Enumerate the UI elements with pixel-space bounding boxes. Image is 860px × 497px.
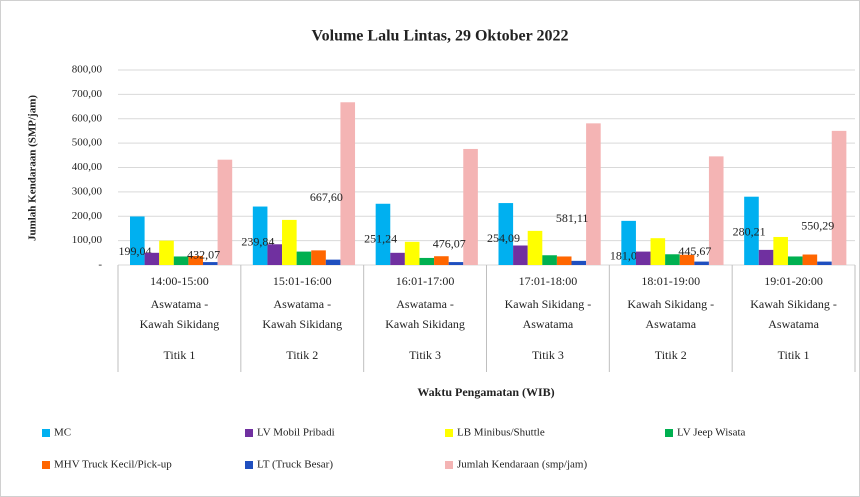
data-label: 476,07 <box>433 237 466 251</box>
x-point-label: Titik 2 <box>286 348 318 362</box>
bar <box>217 159 233 265</box>
legend-swatch <box>445 461 453 469</box>
bar <box>311 250 326 265</box>
data-label: 181,06 <box>610 249 643 263</box>
bar <box>571 260 587 265</box>
bar <box>498 203 514 265</box>
bar <box>173 256 189 265</box>
bar <box>650 238 666 265</box>
bar <box>130 216 145 265</box>
x-tick-label: 14:00-15:00 <box>150 274 209 288</box>
data-label: 251,24 <box>364 232 397 246</box>
legend-label: LV Jeep Wisata <box>677 427 746 439</box>
bar <box>159 240 174 265</box>
x-route-label: Kawah Sikidang -Aswatama <box>627 297 714 331</box>
legend-label: LV Mobil Pribadi <box>257 427 335 439</box>
x-route-label: Kawah Sikidang -Aswatama <box>750 297 837 331</box>
legend-label: MHV Truck Kecil/Pick-up <box>54 459 172 471</box>
data-label: 667,60 <box>310 190 343 204</box>
data-label: 550,29 <box>801 219 834 233</box>
bar <box>665 254 680 265</box>
bar <box>527 230 543 265</box>
bar <box>434 256 449 265</box>
legend-swatch <box>665 429 673 437</box>
bar <box>325 259 341 265</box>
y-tick-label: 100,00 <box>72 234 103 246</box>
x-point-label: Titik 1 <box>163 348 195 362</box>
data-label: 199,04 <box>119 244 152 258</box>
bar <box>621 220 636 265</box>
bar <box>419 257 435 265</box>
x-point-label: Titik 2 <box>655 348 687 362</box>
bar <box>188 255 203 265</box>
bar <box>679 254 695 265</box>
data-label: 239,84 <box>241 234 274 248</box>
y-tick-label: 700,00 <box>72 88 103 100</box>
x-tick-label: 19:01-20:00 <box>764 274 823 288</box>
bar <box>787 256 803 265</box>
x-tick-label: 16:01-17:00 <box>396 274 455 288</box>
y-tick-label: 400,00 <box>72 161 103 173</box>
y-tick-label: 200,00 <box>72 210 103 222</box>
chart-title: Volume Lalu Lintas, 29 Oktober 2022 <box>312 28 569 45</box>
legend-swatch <box>245 461 253 469</box>
legend-swatch <box>42 429 50 437</box>
x-tick-label: 17:01-18:00 <box>519 274 578 288</box>
data-label: 581,11 <box>556 211 589 225</box>
bar <box>694 261 709 265</box>
x-point-label: Titik 3 <box>532 348 564 362</box>
bar <box>282 219 297 265</box>
data-label: 432,07 <box>187 247 220 261</box>
bar <box>708 156 724 265</box>
legend-swatch <box>445 429 453 437</box>
legend-label: MC <box>54 427 71 439</box>
x-route-label: Aswatama -Kawah Sikidang <box>140 297 220 331</box>
data-label: 445,67 <box>678 244 711 258</box>
legend-label: Jumlah Kendaraan (smp/jam) <box>457 459 587 471</box>
bar <box>203 262 218 265</box>
bar <box>296 251 312 265</box>
legend-swatch <box>42 461 50 469</box>
bar <box>144 252 160 265</box>
data-label: 280,21 <box>733 224 766 238</box>
x-route-label: Aswatama -Kawah Sikidang <box>385 297 465 331</box>
bar <box>556 256 572 265</box>
bar <box>831 130 847 265</box>
y-tick-label: 300,00 <box>72 185 103 197</box>
bar <box>252 206 268 265</box>
bar <box>744 196 759 265</box>
x-point-label: Titik 1 <box>778 348 810 362</box>
x-route-label: Kawah Sikidang -Aswatama <box>505 297 592 331</box>
x-tick-label: 15:01-16:00 <box>273 274 332 288</box>
bar <box>463 148 478 265</box>
bar <box>390 252 405 265</box>
legend-label: LT (Truck Besar) <box>257 459 333 471</box>
bar <box>375 203 391 265</box>
y-tick-label: - <box>98 259 102 271</box>
x-route-label: Aswatama -Kawah Sikidang <box>262 297 342 331</box>
bar <box>802 254 818 265</box>
bar <box>267 244 283 265</box>
bar <box>448 262 464 265</box>
y-axis-title: Jumlah Kendaraan (SMP/jam) <box>27 95 39 241</box>
bar <box>340 102 356 266</box>
y-tick-label: 600,00 <box>72 112 103 124</box>
x-axis-title: Waktu Pengamatan (WIB) <box>417 385 554 399</box>
x-tick-label: 18:01-19:00 <box>641 274 700 288</box>
bar <box>404 241 420 265</box>
bar <box>758 249 774 265</box>
bar <box>817 261 832 265</box>
bar <box>586 123 601 266</box>
legend-swatch <box>245 429 253 437</box>
bar <box>513 245 528 265</box>
x-point-label: Titik 3 <box>409 348 441 362</box>
data-label: 254,09 <box>487 231 520 245</box>
bar <box>542 255 557 265</box>
bar <box>635 251 651 265</box>
legend-label: LB Minibus/Shuttle <box>457 427 545 439</box>
y-tick-label: 500,00 <box>72 137 103 149</box>
y-tick-label: 800,00 <box>72 64 103 76</box>
bar <box>773 236 788 265</box>
